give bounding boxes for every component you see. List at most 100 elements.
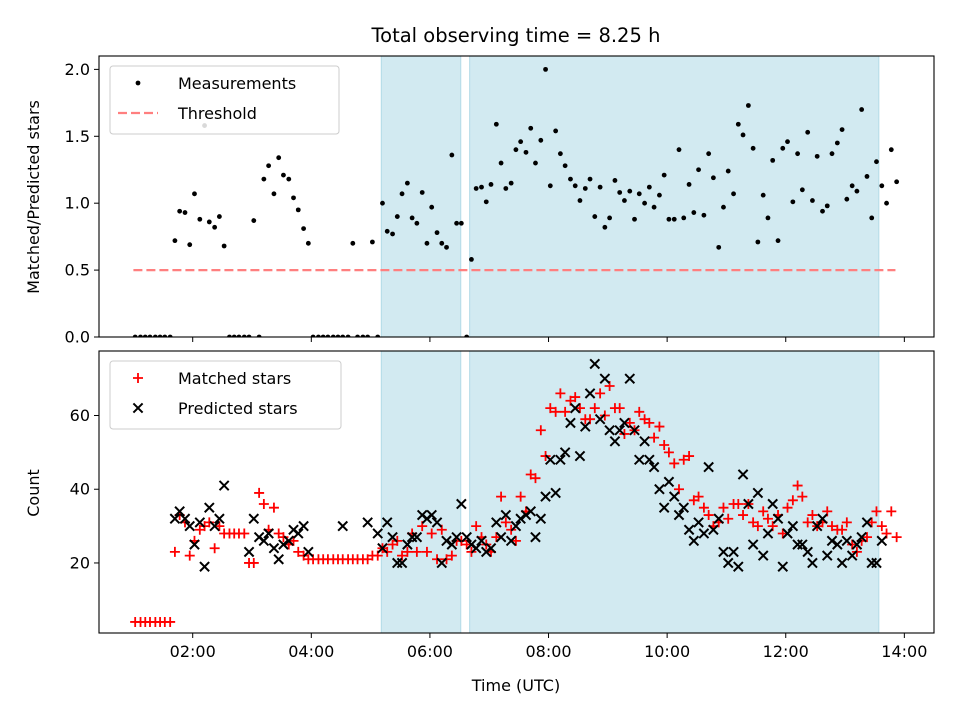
- measurement-point: [345, 334, 351, 337]
- matched-star-marker: [209, 543, 220, 554]
- predicted-star-marker: [826, 535, 838, 547]
- predicted-star-marker: [189, 539, 200, 550]
- predicted-star-marker: [688, 535, 700, 547]
- predicted-star-marker: [298, 520, 309, 532]
- measurement-point: [444, 244, 449, 250]
- predicted-star-marker: [579, 421, 591, 432]
- predicted-star-marker: [703, 461, 714, 473]
- predicted-star-marker: [619, 417, 630, 429]
- measurement-point: [251, 218, 257, 223]
- measurement-point: [369, 239, 375, 245]
- measurement-point: [859, 107, 865, 112]
- measurement-point: [390, 231, 395, 237]
- matched-star-marker: [421, 546, 432, 557]
- predicted-star-marker: [411, 531, 423, 543]
- matched-star-marker: [239, 528, 250, 539]
- measurement-point: [147, 334, 153, 337]
- measurement-point: [814, 153, 820, 159]
- predicted-star-marker: [743, 498, 754, 510]
- matched-star-marker: [693, 491, 704, 502]
- measurement-point: [216, 214, 222, 219]
- predicted-star-marker: [797, 539, 808, 550]
- measurement-point: [557, 151, 563, 157]
- measurement-point: [227, 334, 232, 337]
- predicted-star-marker: [218, 480, 230, 491]
- matched-star-marker: [886, 506, 897, 517]
- predicted-star-marker: [214, 513, 225, 525]
- predicted-star-marker: [179, 513, 191, 525]
- measurement-point: [543, 66, 548, 72]
- measurement-point: [236, 334, 242, 337]
- measurement-point: [177, 208, 183, 214]
- measurement-point: [320, 334, 326, 337]
- matched-star-marker: [589, 403, 600, 414]
- predicted-star-marker: [446, 539, 458, 550]
- measurement-point: [592, 214, 598, 219]
- observing-window-2: [469, 351, 880, 633]
- measurement-point: [360, 334, 366, 337]
- measurement-point: [780, 145, 786, 151]
- measurement-point: [276, 155, 282, 161]
- panel-frame: [98, 55, 935, 338]
- predicted-star-marker: [495, 531, 507, 543]
- matched-star-marker: [782, 502, 793, 513]
- predicted-star-marker: [802, 546, 813, 558]
- measurement-point: [206, 219, 212, 225]
- predicted-star-marker: [431, 517, 443, 528]
- predicted-star-marker: [604, 424, 615, 436]
- predicted-star-marker: [678, 502, 690, 513]
- y-tick-label: 0.0: [65, 328, 90, 347]
- x-tick-label: 02:00: [170, 642, 216, 661]
- measurement-point: [473, 186, 479, 191]
- measurement-point: [469, 256, 474, 262]
- measurement-point: [335, 334, 341, 337]
- measurement-point: [790, 199, 796, 205]
- legend-label: Measurements: [178, 74, 296, 93]
- measurement-point: [380, 200, 385, 206]
- predicted-star-marker: [654, 483, 665, 495]
- matched-star-marker: [654, 421, 665, 432]
- matched-star-marker: [718, 502, 729, 513]
- matched-star-marker: [723, 513, 734, 524]
- legend-label: Matched stars: [178, 369, 291, 388]
- measurement-point: [864, 174, 870, 179]
- predicted-star-marker: [283, 535, 295, 547]
- measurement-point: [646, 184, 652, 190]
- measurement-point: [805, 129, 811, 135]
- count-panel: 20 40 60 02:00 04:00 06:00 08:00 10:00 12:00 14:0…: [70, 350, 935, 661]
- measurement-point: [340, 334, 346, 337]
- chart-title: Total observing time = 8.25 h: [371, 24, 661, 47]
- matched-star-marker: [669, 458, 680, 469]
- measurement-point: [513, 147, 519, 153]
- measurement-point: [286, 176, 292, 182]
- y-tick-label: 0.5: [65, 261, 90, 280]
- matched-star-marker: [570, 392, 581, 403]
- matched-star-marker: [837, 524, 848, 535]
- predicted-star-marker: [510, 520, 522, 532]
- legend-matched-marker: [133, 373, 143, 383]
- measurement-point: [316, 334, 321, 337]
- measurement-point: [409, 215, 415, 221]
- predicted-star-marker: [871, 557, 882, 569]
- measurement-point: [810, 198, 815, 203]
- x-tick-label: 08:00: [525, 642, 571, 661]
- predicted-star-marker: [184, 520, 196, 532]
- matched-star-marker: [684, 451, 695, 462]
- predicted-star-marker: [203, 502, 215, 513]
- measurement-point: [330, 334, 336, 337]
- measurement-point: [301, 226, 306, 232]
- measurement-point: [221, 243, 227, 249]
- matched-star-marker: [595, 388, 606, 399]
- measurement-point: [508, 180, 514, 186]
- measurement-point: [384, 228, 390, 234]
- measurement-point: [849, 183, 855, 189]
- predicted-star-marker: [530, 531, 541, 543]
- observing-window-1: [380, 56, 462, 337]
- predicted-star-marker: [757, 550, 769, 561]
- measurement-point: [167, 334, 173, 337]
- measurement-point: [671, 216, 677, 222]
- matched-star-marker: [500, 517, 511, 528]
- measurement-point: [503, 186, 509, 191]
- matched-star-marker: [496, 491, 507, 502]
- predicted-star-marker: [658, 502, 670, 513]
